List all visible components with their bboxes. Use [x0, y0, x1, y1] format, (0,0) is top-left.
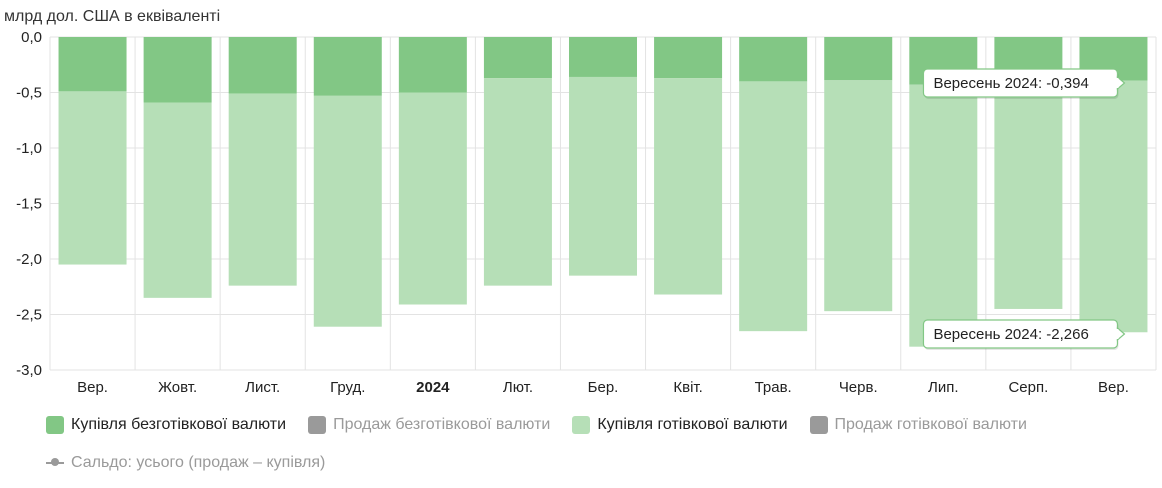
bar-segment[interactable]: [483, 37, 552, 79]
bar-segment[interactable]: [228, 37, 297, 94]
y-tick-label: -1,5: [16, 196, 42, 213]
bar-segment[interactable]: [143, 37, 212, 103]
tooltip-text: Вересень 2024: -2,266: [933, 326, 1088, 343]
y-tick-label: -2,5: [16, 307, 42, 324]
legend-label: Купівля безготівкової валюти: [71, 416, 287, 433]
legend-item-balance[interactable]: Сальдо: усього (продаж – купівля): [46, 454, 325, 472]
bar-segment[interactable]: [313, 95, 382, 327]
bar-segment[interactable]: [909, 84, 978, 347]
bar-segment[interactable]: [569, 76, 637, 276]
tooltip-pointer-mask: [1115, 78, 1119, 88]
bar-segment[interactable]: [824, 37, 893, 81]
bar-segment[interactable]: [994, 79, 1063, 309]
legend-label: Продаж готівкової валюти: [834, 416, 1027, 433]
legend-row-1: Купівля безготівкової валюти Продаж безг…: [46, 412, 1146, 438]
y-axis-ticks: 0,0 -0,5 -1,0 -1,5 -2,0 -2,5 -3,0: [16, 29, 42, 379]
bar-segment[interactable]: [1079, 80, 1148, 333]
bar-segment[interactable]: [398, 92, 467, 305]
bar-segment[interactable]: [58, 91, 127, 265]
x-tick-label: Вер.: [77, 379, 108, 396]
y-tick-label: -2,0: [16, 251, 42, 268]
x-axis-ticks: Вер. Жовт. Лист. Груд. 2024 Лют. Бер. Квіт. Трав…: [77, 379, 1129, 396]
x-tick-label: Квіт.: [673, 379, 702, 396]
x-tick-label: Лист.: [245, 379, 280, 396]
bars: [58, 37, 1148, 347]
bar-segment[interactable]: [483, 78, 552, 286]
legend-row-2: Сальдо: усього (продаж – купівля): [46, 450, 1146, 476]
legend-item-cash-sale[interactable]: Продаж готівкової валюти: [809, 416, 1027, 434]
x-tick-label: Бер.: [588, 379, 619, 396]
x-tick-label: Серп.: [1008, 379, 1048, 396]
tooltip-text: Вересень 2024: -0,394: [933, 75, 1088, 92]
bar-segment[interactable]: [313, 37, 382, 96]
tooltips: Вересень 2024: -0,394 Вересень 2024: -2,2…: [922, 68, 1126, 350]
legend-swatch: [308, 416, 327, 434]
tooltip: Вересень 2024: -0,394: [922, 68, 1126, 99]
x-tick-label: Лип.: [928, 379, 959, 396]
legend-label: Продаж безготівкової валюти: [333, 416, 551, 433]
legend-swatch: [46, 416, 64, 434]
legend-swatch: [572, 416, 591, 434]
chart: млрд дол. США в еквіваленті 0,0 -0,5 -1,0 -…: [4, 8, 1157, 396]
tooltip-pointer-mask: [1115, 329, 1119, 339]
legend-swatch: [809, 416, 828, 434]
x-tick-label: Вер.: [1098, 379, 1129, 396]
x-tick-label: Трав.: [755, 379, 792, 396]
bar-segment[interactable]: [654, 78, 723, 295]
y-tick-label: -3,0: [16, 362, 42, 379]
x-tick-label: Лют.: [503, 379, 533, 396]
legend-label: Купівля готівкової валюти: [597, 416, 788, 433]
legend-item-cash-purchase[interactable]: Купівля готівкової валюти: [572, 416, 788, 434]
x-tick-label: Груд.: [330, 379, 365, 396]
y-tick-label: -1,0: [16, 140, 42, 157]
bar-segment[interactable]: [739, 37, 808, 82]
bar-segment[interactable]: [569, 37, 637, 77]
x-tick-label: Черв.: [839, 379, 878, 396]
x-tick-label: 2024: [416, 379, 450, 396]
legend-label: Сальдо: усього (продаж – купівля): [71, 454, 326, 471]
bar-segment[interactable]: [143, 102, 212, 298]
legend: Купівля безготівкової валюти Продаж безг…: [46, 412, 1146, 488]
bar-segment[interactable]: [398, 37, 467, 93]
y-axis-title: млрд дол. США в еквіваленті: [4, 8, 220, 25]
bar-segment[interactable]: [739, 81, 808, 332]
bar-segment[interactable]: [654, 37, 723, 79]
bar-segment[interactable]: [58, 37, 127, 92]
legend-item-noncash-purchase[interactable]: Купівля безготівкової валюти: [46, 416, 286, 434]
y-tick-label: 0,0: [21, 29, 42, 46]
x-tick-label: Жовт.: [158, 379, 197, 396]
legend-item-noncash-sale[interactable]: Продаж безготівкової валюти: [308, 416, 550, 434]
line-marker-icon: [46, 454, 64, 472]
tooltip: Вересень 2024: -2,266: [922, 319, 1126, 350]
bar-segment[interactable]: [228, 93, 297, 286]
bar-segment[interactable]: [824, 80, 893, 312]
y-tick-label: -0,5: [16, 85, 42, 102]
